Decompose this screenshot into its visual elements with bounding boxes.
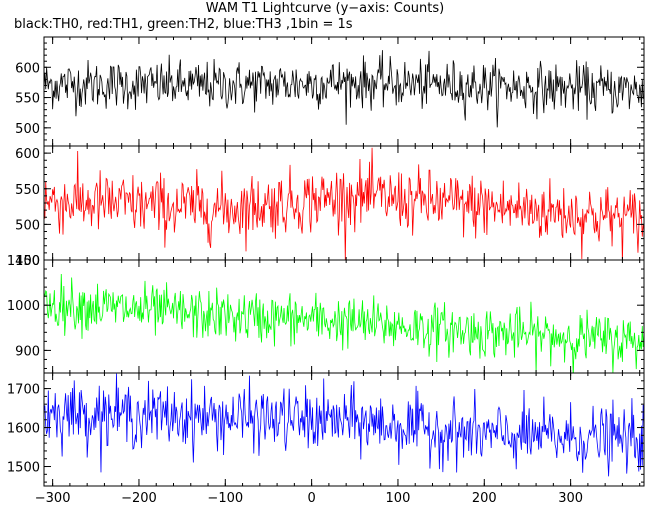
series-line-th1 (44, 147, 644, 260)
y-tick-label: 600 (15, 61, 40, 76)
y-tick-label: 1700 (7, 383, 40, 398)
chart-title: WAM T1 Lightcurve (y−axis: Counts) (205, 1, 445, 16)
x-tick-label: 300 (558, 491, 583, 505)
y-tick-label: 450 (15, 254, 40, 269)
x-tick-label: −100 (207, 491, 243, 505)
x-tick-label: 100 (386, 491, 411, 505)
y-tick-label: 550 (15, 183, 40, 198)
y-tick-label: 550 (15, 92, 40, 107)
y-tick-label: 1600 (7, 422, 40, 437)
series-line-th3 (44, 373, 644, 477)
chart-subtitle: black:TH0, red:TH1, green:TH2, blue:TH3 … (14, 17, 353, 32)
panel-frame-4 (43, 372, 645, 487)
y-tick-label: 1100 (7, 254, 40, 269)
y-tick-label: 500 (15, 218, 40, 233)
x-tick-label: −300 (35, 491, 71, 505)
y-tick-label: 1500 (7, 461, 40, 476)
y-tick-label: 900 (15, 344, 40, 359)
series-line-th2 (44, 274, 644, 373)
y-tick-label: 1000 (7, 299, 40, 314)
x-tick-label: 0 (307, 491, 315, 505)
x-tick-label: −200 (121, 491, 157, 505)
y-tick-label: 500 (15, 122, 40, 137)
series-line-th0 (44, 50, 644, 128)
x-tick-label: 200 (472, 491, 497, 505)
y-tick-label: 600 (15, 147, 40, 162)
